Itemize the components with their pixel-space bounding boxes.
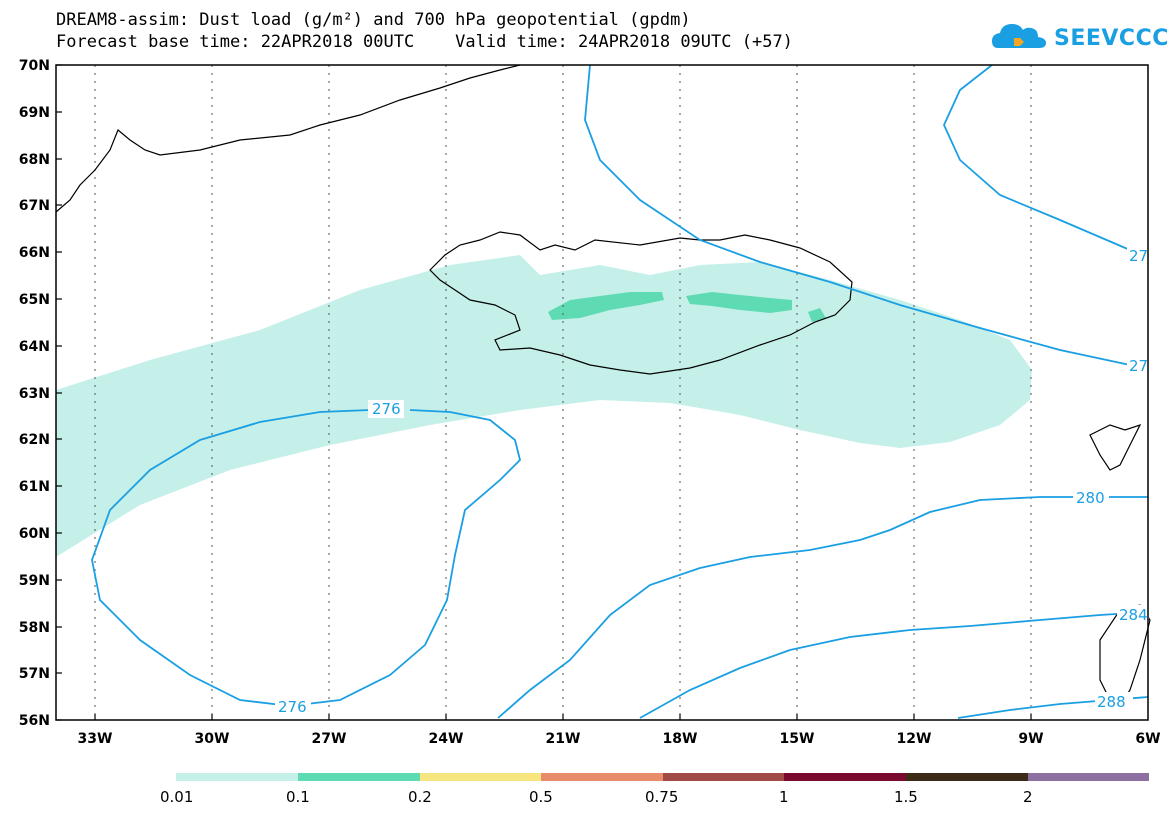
contour-label-284: 284 xyxy=(1119,606,1148,624)
latitude-labels: 70N 69N 68N 67N 66N 65N 64N 63N 62N 61N … xyxy=(19,58,50,729)
lat-label: 65N xyxy=(19,292,50,308)
dust-area-mid-1 xyxy=(548,292,664,320)
lon-label: 24W xyxy=(429,731,464,747)
dust-area-mid-2 xyxy=(686,292,792,313)
legend-swatch xyxy=(663,773,784,781)
lat-label: 59N xyxy=(19,573,50,589)
contour-labels: 276 276 280 27 27 284 288 xyxy=(275,246,1149,716)
legend-swatch xyxy=(176,773,298,781)
legend-label: 1.5 xyxy=(894,788,918,806)
lat-label: 61N xyxy=(19,479,50,495)
lat-label: 56N xyxy=(19,713,50,729)
lon-label: 30W xyxy=(195,731,230,747)
legend-label: 0.5 xyxy=(529,788,553,806)
legend-label: 0.2 xyxy=(408,788,432,806)
legend-swatch xyxy=(541,773,663,781)
coastline xyxy=(55,64,1151,706)
lat-label: 68N xyxy=(19,152,50,168)
lat-label: 66N xyxy=(19,245,50,261)
geopotential-contours xyxy=(91,64,1149,719)
contour-label-27-a: 27 xyxy=(1129,247,1148,265)
legend-swatch xyxy=(784,773,906,781)
lat-label: 70N xyxy=(19,58,50,74)
legend-label: 0.1 xyxy=(286,788,310,806)
legend-label: 2 xyxy=(1023,788,1033,806)
lat-label: 67N xyxy=(19,198,50,214)
lon-label: 18W xyxy=(663,731,698,747)
lon-label: 9W xyxy=(1018,731,1043,747)
contour-label-276-top: 276 xyxy=(372,400,401,418)
lat-label: 57N xyxy=(19,666,50,682)
contour-label-280: 280 xyxy=(1076,489,1105,507)
tick-marks xyxy=(56,64,1032,721)
legend-swatch xyxy=(906,773,1028,781)
legend-label: 0.01 xyxy=(160,788,194,806)
lat-label: 60N xyxy=(19,526,50,542)
lon-label: 27W xyxy=(312,731,347,747)
lat-label: 63N xyxy=(19,386,50,402)
dust-area-low xyxy=(56,255,1032,557)
lat-label: 58N xyxy=(19,620,50,636)
legend-swatch xyxy=(298,773,420,781)
map-title: DREAM8-assim: Dust load (g/m²) and 700 h… xyxy=(56,10,691,30)
lon-label: 6W xyxy=(1135,731,1160,747)
contour-label-288: 288 xyxy=(1097,693,1126,711)
legend-swatch xyxy=(420,773,541,781)
lon-label: 33W xyxy=(78,731,113,747)
lon-label: 15W xyxy=(780,731,815,747)
legend-swatch xyxy=(1028,773,1149,781)
contour-label-27-b: 27 xyxy=(1129,357,1148,375)
lat-label: 62N xyxy=(19,432,50,448)
longitude-labels: 33W 30W 27W 24W 21W 18W 15W 12W 9W 6W xyxy=(78,731,1161,747)
contour-label-276-bottom: 276 xyxy=(278,698,307,716)
lat-label: 64N xyxy=(19,339,50,355)
lon-label: 12W xyxy=(897,731,932,747)
lon-label: 21W xyxy=(546,731,581,747)
legend-colorbar xyxy=(176,773,1149,781)
legend-label: 1 xyxy=(779,788,789,806)
dust-area-mid-3 xyxy=(808,308,826,322)
lat-label: 69N xyxy=(19,105,50,121)
cloud-icon xyxy=(992,24,1046,48)
logo-text: SEEVCCC xyxy=(1054,26,1169,51)
map-subtitle: Forecast base time: 22APR2018 00UTC Vali… xyxy=(56,32,793,52)
legend-label: 0.75 xyxy=(645,788,679,806)
grid-lines xyxy=(94,65,1032,720)
